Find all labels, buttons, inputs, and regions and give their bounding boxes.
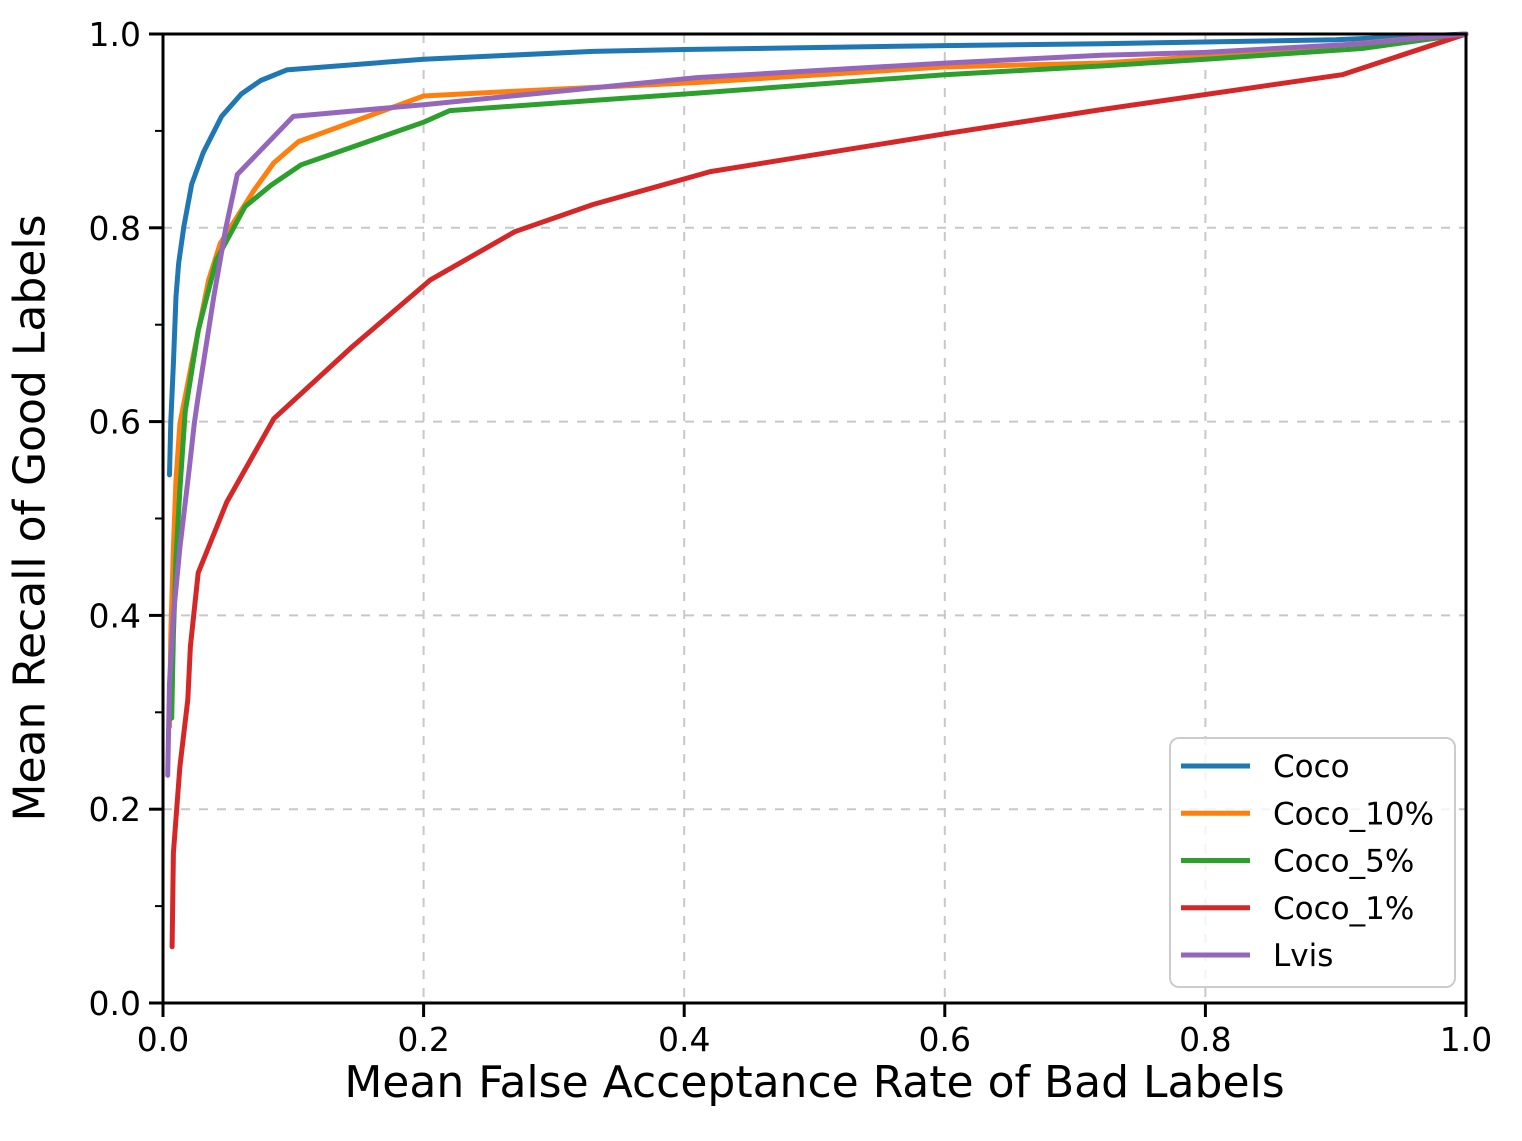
series-line-coco-10 <box>167 31 1469 730</box>
legend: Coco Coco_10% Coco_5% Coco_1% Lvis <box>1169 737 1456 988</box>
axis-ticks <box>149 32 1468 1017</box>
legend-label-lvis: Lvis <box>1273 938 1333 974</box>
x-axis-title: Mean False Acceptance Rate of Bad Labels <box>344 1057 1285 1108</box>
y-tick-label: 0.2 <box>89 790 141 829</box>
y-tick-label: 0.4 <box>89 596 141 635</box>
legend-label-coco-5: Coco_5% <box>1273 844 1414 880</box>
legend-item-coco-5: Coco_5% <box>1181 844 1414 880</box>
x-tick-label: 0.2 <box>397 1020 449 1059</box>
legend-label-coco: Coco <box>1273 749 1350 785</box>
y-tick-label: 1.0 <box>89 15 141 54</box>
y-tick-label: 0.0 <box>89 984 141 1023</box>
legend-item-coco-1: Coco_1% <box>1181 891 1414 927</box>
y-axis-title: Mean Recall of Good Labels <box>4 214 56 822</box>
series-lines <box>165 31 1469 950</box>
legend-box <box>1169 737 1456 988</box>
series-line-coco-1 <box>169 31 1469 950</box>
x-tick-label: 0.0 <box>137 1020 189 1059</box>
x-tick-label: 0.6 <box>919 1020 971 1059</box>
legend-item-coco-10: Coco_10% <box>1181 796 1434 832</box>
legend-label-coco-10: Coco_10% <box>1273 796 1434 832</box>
series-line-coco <box>167 31 1469 478</box>
y-tick-label: 0.6 <box>89 403 141 442</box>
legend-item-lvis: Lvis <box>1181 938 1333 974</box>
legend-label-coco-1: Coco_1% <box>1273 891 1414 927</box>
series-line-lvis <box>165 31 1469 778</box>
legend-item-coco: Coco <box>1181 749 1350 785</box>
y-tick-label: 0.8 <box>89 209 141 248</box>
x-tick-label: 1.0 <box>1440 1020 1492 1059</box>
x-tick-label: 0.8 <box>1179 1020 1231 1059</box>
series-line-coco-5 <box>169 31 1469 721</box>
tick-labels: 0.0 0.2 0.4 0.6 0.8 1.0 0.0 0.2 0.4 0.6 0.8 1.0 <box>89 15 1493 1059</box>
x-tick-label: 0.4 <box>658 1020 710 1059</box>
